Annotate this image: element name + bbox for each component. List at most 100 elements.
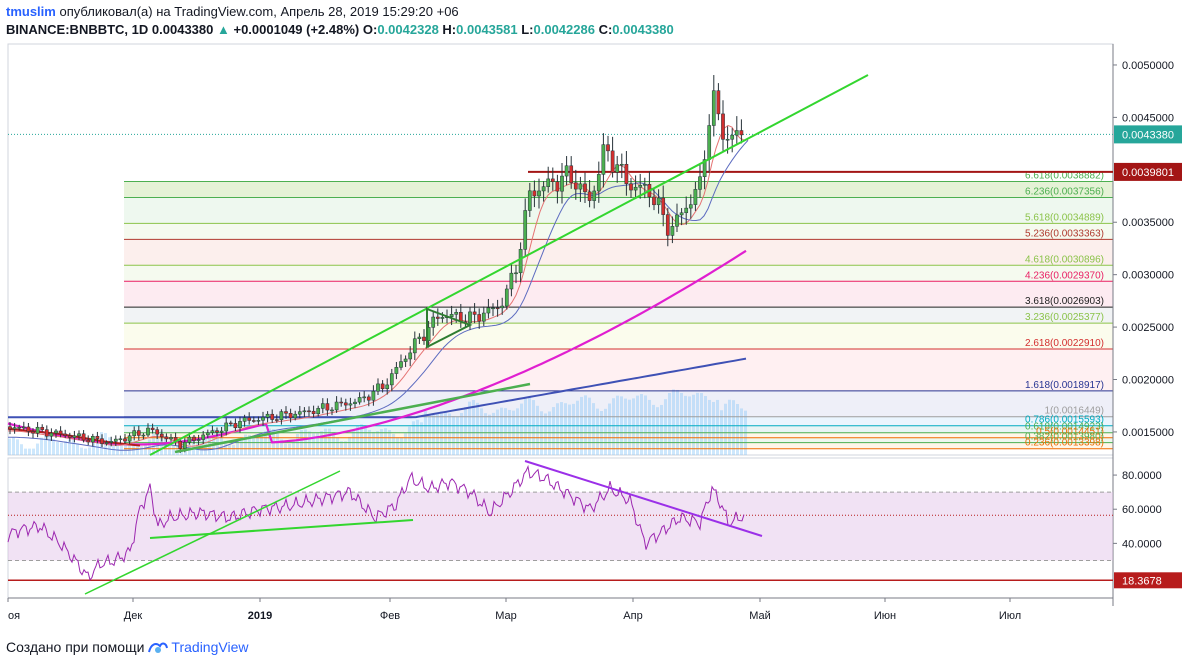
volume-bar — [224, 440, 227, 455]
volume-bar — [656, 407, 659, 455]
volume-bar — [112, 441, 115, 455]
volume-bar — [640, 394, 643, 455]
volume-bar — [484, 413, 487, 455]
volume-bar — [88, 447, 91, 455]
time-tick-label: Апр — [623, 610, 642, 622]
tradingview-brand: TradingView — [171, 639, 249, 655]
price-tick-label: 0.0045000 — [1122, 112, 1174, 124]
rsi-band-fill — [8, 492, 1113, 561]
fib-level-label: 3.618(0.0026903) — [1025, 296, 1104, 307]
volume-bar — [340, 441, 343, 455]
volume-bar — [604, 408, 607, 455]
rsi-support-line — [149, 519, 414, 539]
volume-bar — [612, 398, 615, 455]
candle-body — [495, 307, 500, 310]
candle-body — [633, 186, 638, 191]
candle-body — [481, 312, 486, 322]
candle-body — [150, 427, 155, 430]
candle-body — [385, 384, 390, 389]
last-price-tag — [1114, 125, 1182, 144]
volume-bar — [36, 443, 39, 455]
candle-body — [477, 314, 482, 322]
volume-bar — [664, 399, 667, 455]
volume-bar — [384, 428, 387, 455]
candle-body — [665, 214, 670, 236]
volume-bar — [380, 429, 383, 455]
volume-bar — [556, 403, 559, 455]
candle-body — [688, 204, 693, 209]
volume-bar — [676, 389, 679, 455]
volume-bar — [248, 434, 251, 455]
fib-level-label: 0.382(0.0013980) — [1025, 432, 1104, 443]
low-value: 0.0042286 — [533, 22, 595, 37]
candle-body — [403, 358, 408, 362]
volume-bar — [64, 441, 67, 455]
fib-band — [124, 239, 1113, 266]
volume-bar — [280, 439, 283, 455]
time-tick-label: Июл — [999, 610, 1021, 622]
volume-bar — [292, 439, 295, 455]
volume-bar — [452, 416, 455, 455]
candle-body — [435, 316, 440, 319]
candle-body — [592, 190, 597, 201]
volume-bar — [476, 402, 479, 455]
volume-bar — [736, 404, 739, 455]
triangle-pattern — [426, 307, 473, 349]
volume-bar — [420, 422, 423, 455]
volume-bar — [576, 400, 579, 455]
volume-bar — [208, 432, 211, 455]
last-price: 0.0043380 — [151, 22, 214, 37]
volume-bar — [8, 438, 11, 455]
volume-bar — [572, 403, 575, 455]
candle-body — [113, 438, 118, 442]
fib-level-label: 4.236(0.0029370) — [1025, 270, 1104, 281]
rsi-downtrend-line — [524, 460, 763, 537]
volume-bar — [660, 404, 663, 455]
candle-body — [348, 403, 353, 406]
volume-bar — [236, 441, 239, 455]
fib-level-label: 6.236(0.0037356) — [1025, 187, 1104, 198]
candle-body — [417, 336, 422, 339]
candle-body — [353, 401, 357, 405]
candle-body — [182, 442, 187, 449]
volume-bar — [536, 405, 539, 455]
candle-body — [210, 430, 215, 433]
volume-bar — [448, 413, 451, 455]
fib-level-label: 3.236(0.0025377) — [1025, 312, 1104, 323]
volume-bar — [564, 403, 567, 455]
volume-bar — [464, 406, 467, 455]
candle-body — [739, 130, 744, 136]
candle-body — [523, 210, 528, 250]
candle-body — [656, 197, 661, 206]
volume-bar — [728, 399, 731, 455]
candle-body — [242, 417, 247, 422]
volume-bar — [24, 448, 27, 455]
volume-bar — [700, 393, 703, 455]
volume-bar — [436, 413, 439, 455]
tradingview-link[interactable]: TradingView — [148, 639, 248, 655]
candle-body — [288, 413, 293, 419]
volume-bar — [492, 412, 495, 455]
candle-body — [307, 410, 311, 413]
fib-band — [124, 437, 1113, 443]
candle-body — [670, 226, 675, 236]
candle-body — [224, 422, 229, 432]
close-value: 0.0043380 — [612, 22, 674, 37]
volume-bar — [400, 437, 403, 455]
candle-body — [679, 212, 684, 216]
close-label: C: — [598, 22, 613, 37]
candle-body — [132, 430, 137, 437]
price-tick-label: 0.0035000 — [1122, 217, 1174, 229]
candle-body — [178, 440, 183, 449]
candle-body — [619, 163, 624, 166]
candle-body — [422, 336, 426, 342]
candle-body — [343, 402, 348, 406]
volume-bar — [76, 443, 79, 455]
candle-body — [40, 426, 45, 430]
author-link[interactable]: tmuslim — [6, 4, 56, 19]
time-tick-label: 2019 — [248, 610, 272, 622]
candle-body — [730, 134, 735, 140]
volume-bar — [668, 392, 671, 455]
candle-body — [550, 178, 555, 182]
